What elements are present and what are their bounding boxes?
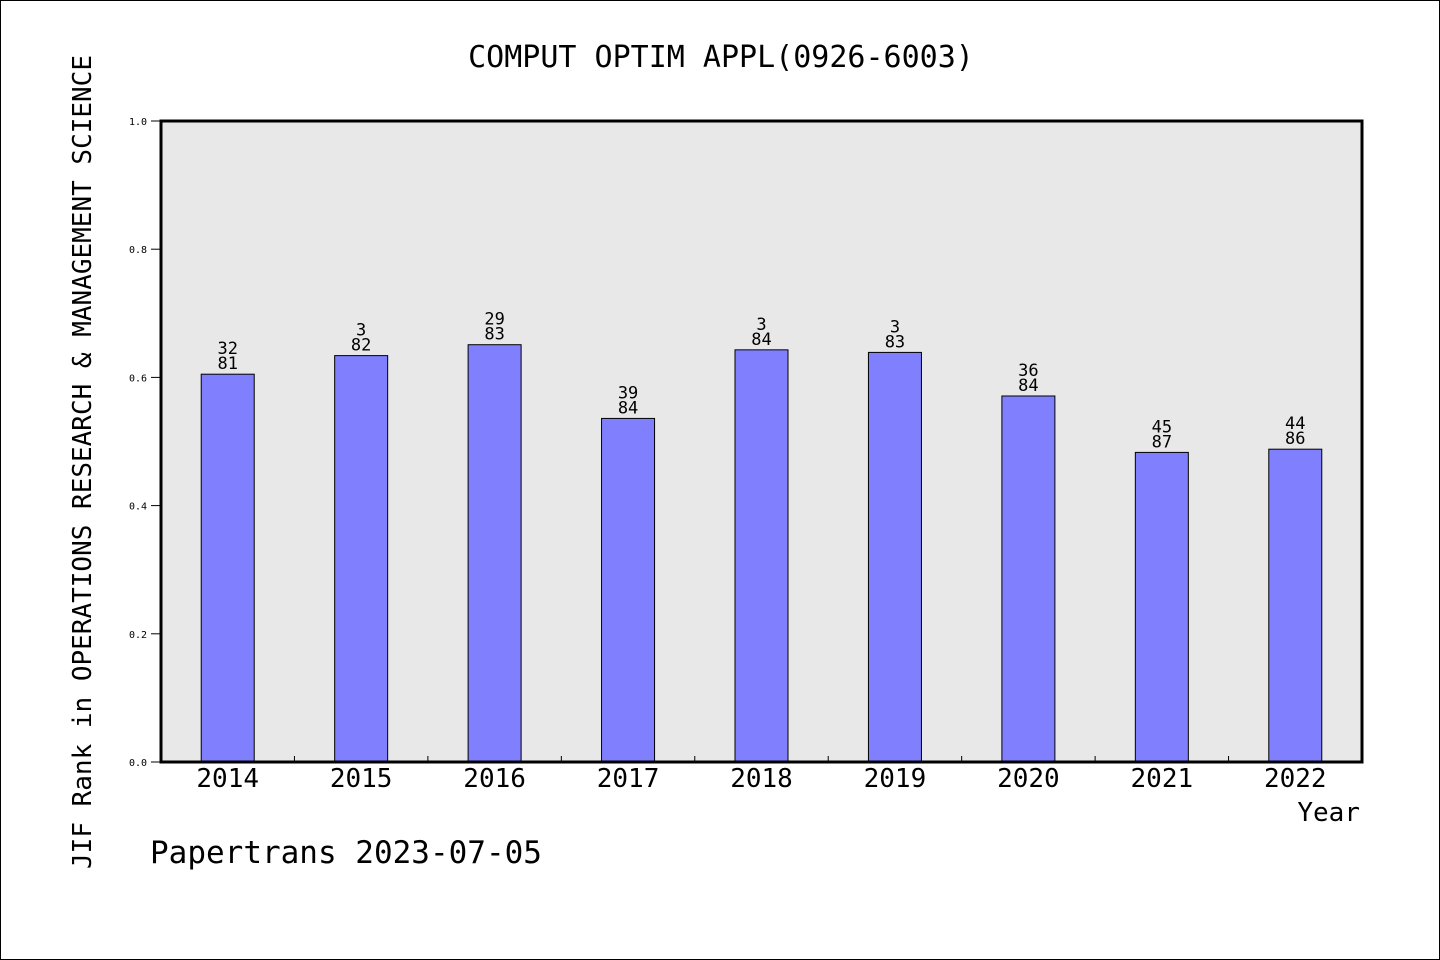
- bar-label-total-2017: 84: [618, 398, 638, 418]
- x-tick-label-2020: 2020: [997, 764, 1060, 794]
- footer-credit: Papertrans 2023-07-05: [150, 835, 542, 871]
- bar-2016: [467, 344, 522, 763]
- x-axis-label: Year: [1297, 798, 1360, 828]
- bar-label-total-2021: 87: [1152, 432, 1172, 452]
- y-axis-label: JIF Rank in OPERATIONS RESEARCH & MANAGE…: [68, 55, 98, 869]
- x-tick-label-2016: 2016: [463, 764, 526, 794]
- bar-label-rank-2018: 3: [756, 315, 766, 335]
- y-tick-label-0.8: 0.8: [129, 245, 147, 256]
- x-tick-label-2018: 2018: [730, 764, 793, 794]
- bar-label-rank-2016: 29: [484, 310, 504, 330]
- bar-label-total-2019: 83: [885, 332, 905, 352]
- bar-label-total-2015: 82: [351, 336, 371, 356]
- bar-label-total-2020: 84: [1018, 376, 1038, 396]
- bar-label-rank-2020: 36: [1018, 361, 1038, 381]
- bars-layer: [200, 344, 1323, 763]
- bar-2014: [200, 373, 255, 763]
- bar-2019: [867, 351, 922, 763]
- bar-label-rank-2022: 44: [1285, 414, 1305, 434]
- y-tick-label-0.4: 0.4: [129, 502, 147, 513]
- chart-title: COMPUT OPTIM APPL(0926-6003): [468, 40, 974, 75]
- bar-label-total-2016: 83: [484, 325, 504, 345]
- bar-label-rank-2021: 45: [1152, 417, 1172, 437]
- x-tick-label-2014: 2014: [196, 764, 259, 794]
- x-axis-ticks: 2014 2015 2016 2017 2018 2019 2020 2021 2022: [196, 756, 1327, 794]
- bar-2021: [1134, 451, 1189, 763]
- bar-2018: [734, 349, 789, 763]
- x-tick-label-2021: 2021: [1131, 764, 1194, 794]
- bar-2022: [1268, 448, 1323, 763]
- bar-label-rank-2015: 3: [356, 321, 366, 341]
- bar-label-rank-2019: 3: [890, 317, 900, 337]
- bar-2015: [334, 355, 389, 763]
- y-tick-label-0.6: 0.6: [129, 373, 147, 384]
- y-tick-label-0.0: 0.0: [129, 758, 147, 769]
- bar-label-total-2014: 81: [217, 354, 237, 374]
- plot-frame: [159, 119, 1364, 764]
- y-tick-label-0.2: 0.2: [129, 630, 147, 641]
- bar-2020: [1001, 395, 1056, 763]
- bar-2017: [601, 417, 656, 763]
- x-tick-label-2019: 2019: [864, 764, 927, 794]
- bar-label-total-2022: 86: [1285, 429, 1305, 449]
- x-tick-label-2017: 2017: [597, 764, 660, 794]
- bar-label-total-2018: 84: [751, 330, 771, 350]
- x-tick-label-2015: 2015: [330, 764, 393, 794]
- y-tick-label-1.0: 1.0: [129, 117, 147, 128]
- y-axis-ticks: 0.0 0.2 0.4 0.6 0.8 1.0: [129, 117, 161, 769]
- bar-label-rank-2017: 39: [618, 383, 638, 403]
- x-tick-label-2022: 2022: [1264, 764, 1327, 794]
- bar-label-rank-2014: 32: [217, 339, 237, 359]
